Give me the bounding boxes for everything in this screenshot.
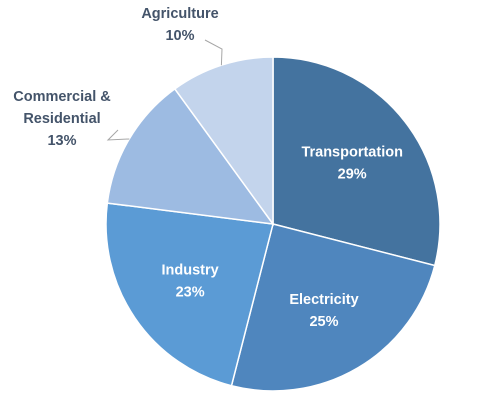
slice-label: Transportation 29% bbox=[301, 145, 403, 183]
slice-value-label: 23% bbox=[176, 284, 205, 300]
slice-label: Agriculture 10% bbox=[141, 6, 218, 44]
leader-line bbox=[106, 129, 130, 141]
leader-lines bbox=[106, 39, 223, 141]
slice-label: Industry 23% bbox=[161, 262, 218, 300]
pie-slice-transportation bbox=[272, 56, 441, 267]
slice-value-label: 10% bbox=[165, 28, 194, 44]
slice-name-label: Residential bbox=[23, 111, 100, 127]
slice-value-label: 29% bbox=[338, 167, 367, 183]
leader-line bbox=[204, 39, 223, 66]
slice-label: Commercial & Residential 13% bbox=[13, 89, 111, 149]
slice-labels: Transportation 29% Electricity 25% Industry 2… bbox=[13, 6, 403, 330]
slice-label: Electricity 25% bbox=[289, 292, 358, 330]
slice-name-label: Industry bbox=[161, 262, 218, 278]
pie-slice-commercial-residential bbox=[106, 87, 275, 225]
pie-slice-industry bbox=[105, 202, 274, 387]
slice-name-label: Agriculture bbox=[141, 6, 218, 22]
slice-value-label: 13% bbox=[47, 133, 76, 149]
slice-name-label: Transportation bbox=[301, 145, 403, 161]
slice-name-label: Electricity bbox=[289, 292, 358, 308]
pie-slices bbox=[105, 56, 441, 392]
slice-name-label: Commercial & bbox=[13, 89, 111, 105]
slice-value-label: 25% bbox=[309, 314, 338, 330]
pie-slice-electricity bbox=[230, 223, 436, 392]
